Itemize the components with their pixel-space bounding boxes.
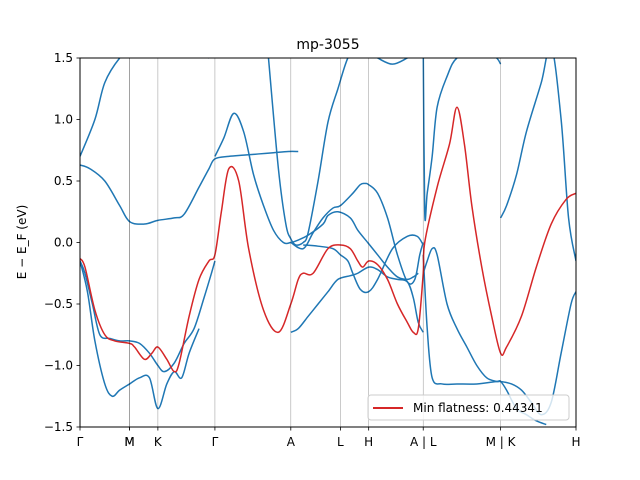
x-tick-label: A bbox=[287, 435, 296, 449]
band-line-4 bbox=[267, 58, 410, 246]
band-line-8 bbox=[80, 260, 216, 373]
x-tick-label: K bbox=[154, 435, 163, 449]
x-tick-label: Γ bbox=[77, 435, 84, 449]
min-flatness-band-line bbox=[80, 106, 576, 373]
band-line-11 bbox=[499, 58, 576, 262]
band-line-1 bbox=[80, 58, 209, 157]
x-tick-label: Γ bbox=[212, 435, 219, 449]
kpoint-lines bbox=[129, 58, 501, 427]
band-line-9 bbox=[80, 260, 200, 410]
band-line-2 bbox=[80, 150, 299, 225]
x-tick-label: M bbox=[124, 435, 134, 449]
band-line-10 bbox=[422, 58, 502, 222]
plot-frame bbox=[79, 57, 577, 428]
y-tick-label: −1.5 bbox=[44, 420, 73, 434]
y-tick-label: 1.5 bbox=[54, 51, 73, 65]
legend-label: Min flatness: 0.44341 bbox=[413, 401, 543, 415]
y-axis-ticks: −1.5 −1.0 −0.5 0.0 0.5 1.0 1.5 bbox=[44, 51, 80, 434]
band-line-7 bbox=[290, 266, 424, 333]
y-tick-label: 0.0 bbox=[54, 236, 73, 250]
band-line-6 bbox=[303, 234, 424, 294]
x-tick-label: A | L bbox=[410, 435, 437, 449]
chart-title: mp-3055 bbox=[296, 37, 359, 53]
x-tick-label: M | K bbox=[486, 435, 517, 449]
x-tick-label: H bbox=[571, 435, 580, 449]
y-axis-label: E − E_F (eV) bbox=[15, 205, 29, 280]
legend: Min flatness: 0.44341 bbox=[367, 394, 570, 421]
band-line-3 bbox=[214, 112, 419, 281]
x-tick-label: H bbox=[364, 435, 373, 449]
band-line-5 bbox=[290, 182, 424, 285]
y-tick-label: 0.5 bbox=[54, 174, 73, 188]
legend-box bbox=[367, 394, 570, 421]
y-tick-label: −0.5 bbox=[44, 297, 73, 311]
x-tick-label: L bbox=[337, 435, 344, 449]
y-tick-label: 1.0 bbox=[54, 113, 73, 127]
x-tick-label: M bbox=[124, 435, 134, 449]
y-tick-label: −1.0 bbox=[44, 359, 73, 373]
